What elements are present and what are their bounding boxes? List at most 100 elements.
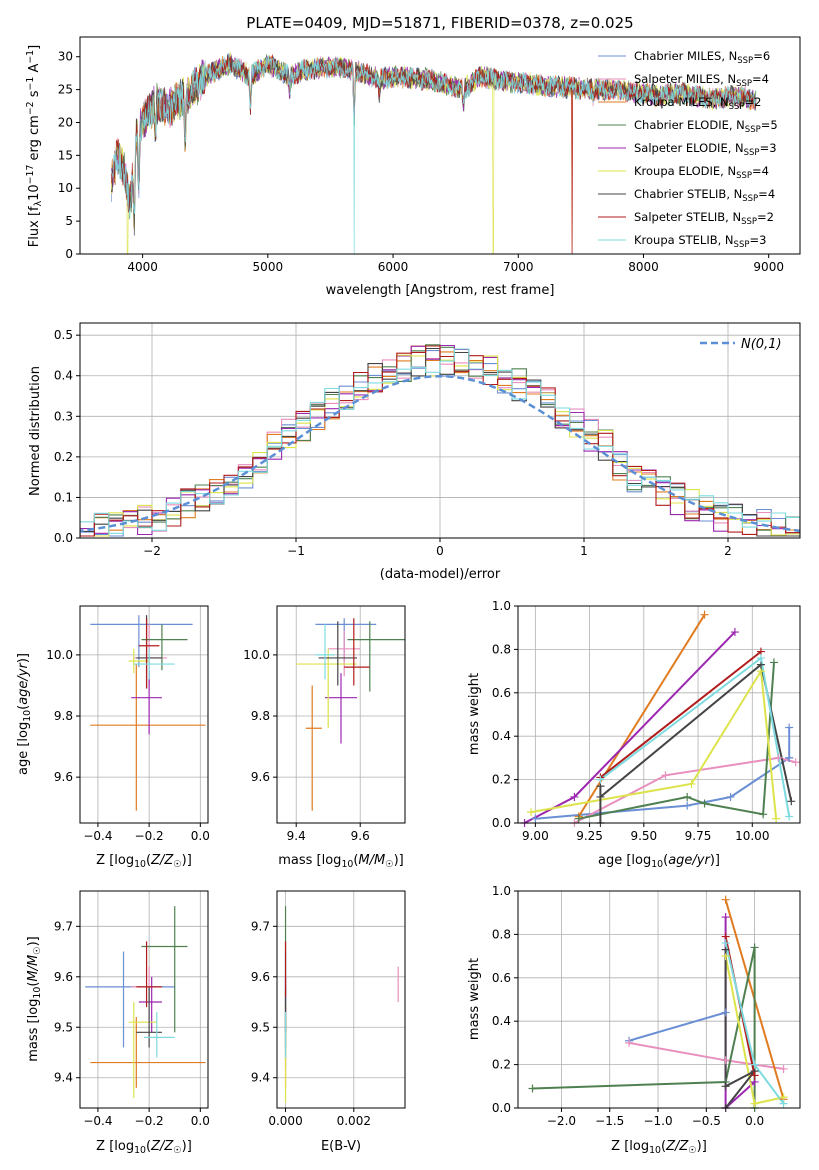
frame-group: [276, 890, 406, 1109]
plus-marker: [772, 814, 781, 823]
axes-frame: [276, 890, 406, 1109]
y-axis-label: Flux [fλ10−17 erg cm−2 s−1 A−1]: [25, 45, 44, 247]
plus-marker: [779, 1099, 788, 1108]
y-tick-label: 9.8: [54, 709, 73, 723]
y-axis-label: age [log10(age/yr)]: [16, 653, 33, 775]
plot-area: [110, 51, 757, 254]
y-tick-label: 1.0: [492, 599, 511, 613]
y-tick-label: 0.2: [492, 1058, 511, 1072]
spectrum-line-8: [110, 54, 757, 254]
x-tick-label: 9000: [753, 260, 784, 274]
x-tick-label: 0.0: [745, 1114, 764, 1128]
x-tick-label: −0.2: [135, 1114, 164, 1128]
plus-marker: [527, 808, 536, 817]
plus-marker: [750, 1099, 759, 1108]
plus-marker: [750, 1071, 759, 1080]
weight-line-4: [532, 947, 756, 1108]
y-tick-label: 0.8: [492, 642, 511, 656]
legend-entry: Kroupa MILES, NSSP=2: [634, 95, 761, 112]
legend-entry: Salpeter STELIB, NSSP=2: [634, 210, 774, 227]
frame-group: [79, 322, 801, 539]
legend-entry: Salpeter ELODIE, NSSP=3: [634, 141, 777, 158]
x-tick-label: −2: [143, 544, 161, 558]
x-axis-label: age [log10(age/yr)]: [598, 853, 720, 870]
plus-marker: [531, 814, 540, 823]
x-tick-label: −1: [287, 544, 305, 558]
plus-marker: [787, 797, 796, 806]
plus-marker: [625, 1038, 634, 1047]
x-tick-label: 0: [436, 544, 444, 558]
plus-marker: [785, 753, 794, 762]
frame-group: [79, 605, 209, 824]
plus-marker: [721, 939, 730, 948]
x-tick-label: −1.5: [595, 1114, 624, 1128]
weight-line-6: [530, 668, 778, 819]
x-tick-label: 9.75: [685, 829, 712, 843]
x-tick-label: 9.6: [351, 829, 370, 843]
legend-entry: N(0,1): [741, 337, 782, 352]
y-tick-label: 0.6: [492, 686, 511, 700]
y-tick-label: 0: [65, 247, 73, 261]
plus-marker: [528, 1084, 537, 1093]
panel-8: −2.0 −1.5 −1.0 −0.5 0.0 0.0 0.2 0.4 0.6 0.8 1.0: [492, 884, 801, 1128]
plus-marker: [791, 758, 800, 767]
weight-line-2: [573, 756, 796, 823]
x-tick-label: 0.0: [191, 1114, 210, 1128]
plot-area: [85, 906, 206, 1098]
plus-marker: [756, 654, 765, 663]
plus-marker: [750, 1060, 759, 1069]
x-tick-label: −0.2: [135, 829, 164, 843]
y-tick-label: 15: [58, 148, 73, 162]
y-tick-label: 30: [58, 50, 73, 64]
weight-line-1: [535, 727, 791, 820]
y-tick-label: 9.7: [54, 919, 73, 933]
x-tick-label: 9.50: [630, 829, 657, 843]
x-tick-label: −0.4: [83, 829, 112, 843]
x-tick-label: 9.4: [287, 829, 306, 843]
plus-marker: [574, 814, 583, 823]
x-tick-label: 0.000: [268, 1114, 302, 1128]
plus-marker: [721, 1008, 730, 1017]
plus-marker: [721, 1056, 730, 1065]
y-tick-label: 0.6: [492, 971, 511, 985]
plot-area: [80, 344, 800, 537]
x-tick-label: −1.0: [643, 1114, 672, 1128]
plus-marker: [721, 1082, 730, 1091]
panel-4: 9.4 9.6 9.6 9.8 10.0: [243, 605, 406, 843]
plot-area: [284, 906, 399, 1103]
plus-marker: [726, 792, 735, 801]
y-tick-label: 0.8: [492, 927, 511, 941]
frame-group: [517, 890, 801, 1112]
weight-line-7: [724, 949, 756, 1108]
y-axis-label: mass weight: [467, 958, 482, 1040]
x-axis-label: wavelength [Angstrom, rest frame]: [326, 283, 555, 298]
axes-frame: [79, 36, 801, 255]
plus-marker: [721, 913, 730, 922]
legend-entry: Chabrier STELIB, NSSP=4: [634, 187, 775, 204]
frame-group: [276, 605, 406, 824]
axes-frame: [79, 605, 209, 824]
frame-group: [517, 605, 801, 827]
legend-entry: Chabrier ELODIE, NSSP=5: [634, 118, 778, 135]
legend: Chabrier MILES, NSSP=6 Salpeter MILES, NS…: [598, 49, 778, 250]
axes-frame: [517, 605, 801, 824]
y-tick-label: 10.0: [46, 648, 73, 662]
y-tick-label: 9.5: [54, 1020, 73, 1034]
x-tick-label: 8000: [628, 260, 659, 274]
x-tick-label: 9.00: [522, 829, 549, 843]
spectrum-line-9: [110, 55, 757, 254]
x-axis-label: mass [log10(M/M☉)]: [278, 853, 404, 870]
weight-line-3: [577, 614, 706, 818]
y-axis-label: Normed distribution: [28, 366, 43, 496]
plus-marker: [700, 799, 709, 808]
plus-marker: [683, 792, 692, 801]
panel-7: 0.000 0.002 9.4 9.5 9.6 9.7: [251, 890, 406, 1128]
y-tick-label: 0.0: [54, 531, 73, 545]
x-axis-label: E(B-V): [321, 1139, 361, 1154]
plus-marker: [721, 895, 730, 904]
weight-line-8: [599, 650, 762, 779]
plus-marker: [769, 658, 778, 667]
x-tick-label: 1: [580, 544, 588, 558]
y-tick-label: 0.4: [492, 729, 511, 743]
plot-area: [296, 618, 405, 811]
